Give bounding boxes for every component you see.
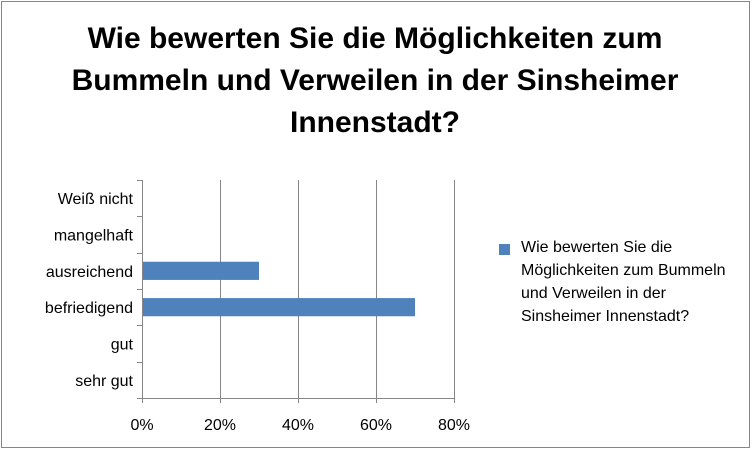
legend-swatch — [499, 244, 510, 255]
x-tick-label: 60% — [360, 417, 392, 434]
x-tick-label: 80% — [438, 417, 470, 434]
category-label: gut — [111, 337, 134, 354]
chart-title: Wie bewerten Sie die Möglichkeiten zum B… — [71, 22, 679, 139]
category-label: befriedigend — [45, 300, 133, 317]
category-label: mangelhaft — [54, 228, 134, 245]
x-tick-label: 20% — [204, 417, 236, 434]
bar — [142, 298, 415, 317]
gridlines — [220, 180, 455, 398]
x-tick-label: 40% — [282, 417, 314, 434]
axes — [137, 180, 455, 403]
tick-labels: sehr gut gut befriedigend ausreichend mangel… — [45, 191, 470, 434]
category-label: sehr gut — [75, 373, 133, 390]
category-label: ausreichend — [46, 264, 133, 281]
category-label: Weiß nicht — [58, 191, 134, 208]
bar — [142, 261, 259, 280]
x-tick-label: 0% — [130, 417, 153, 434]
bars — [142, 261, 415, 317]
legend-label: Wie bewerten Sie die Möglichkeiten zum B… — [521, 239, 726, 325]
